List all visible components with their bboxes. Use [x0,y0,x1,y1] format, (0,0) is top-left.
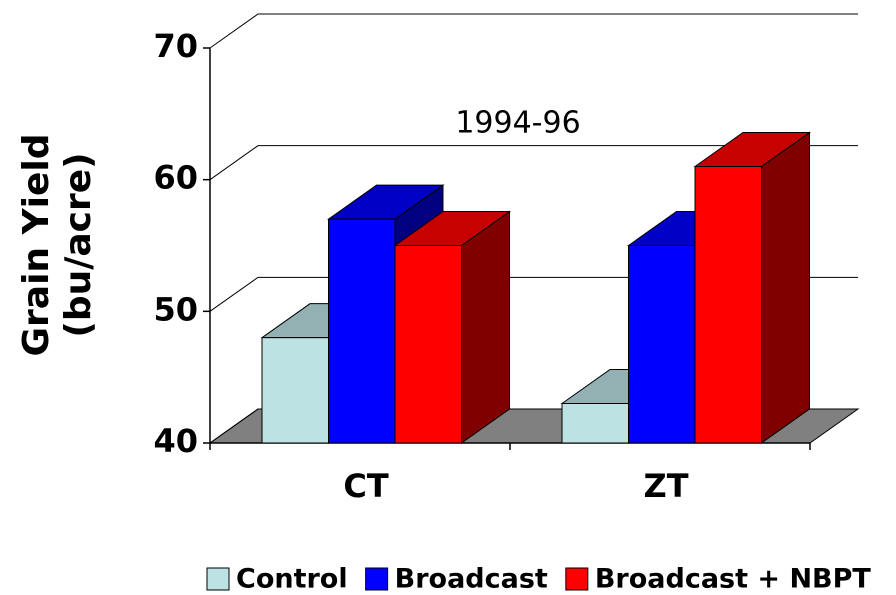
bar [694,166,762,444]
y-axis-label-line: (bu/acre) [58,152,99,337]
bar-side [761,131,810,444]
y-tick-label: 60 [153,159,198,197]
y-tick-label: 70 [153,27,198,65]
x-tick-label: CT [343,467,388,505]
y-axis-label-line: Grain Yield [16,133,57,356]
legend-swatch [565,567,589,591]
legend-swatch [206,567,230,591]
legend-label: Control [236,564,348,595]
legend-swatch [365,567,389,591]
grid-line [209,145,858,181]
bar [261,337,329,444]
grid-line [209,13,858,49]
bar [394,245,462,444]
y-tick-label: 50 [153,290,198,328]
bar [328,218,396,444]
y-tick-label: 40 [153,422,198,460]
legend-label: Broadcast [395,564,548,595]
y-axis-label: Grain Yield (bu/acre) [16,133,99,356]
bar [561,403,629,444]
x-tick-label: ZT [643,467,688,505]
bar-side [461,210,510,444]
legend-label: Broadcast + NBPT [595,564,872,595]
bar [628,245,696,444]
chart-title: 1994-96 [455,106,580,141]
